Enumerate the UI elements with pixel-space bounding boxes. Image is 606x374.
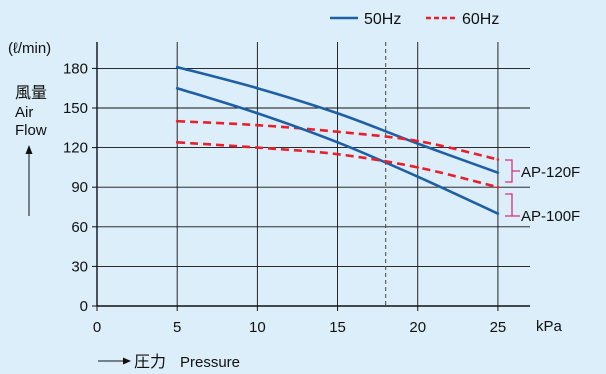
- y-title-flow: Flow: [15, 122, 47, 139]
- legend-50hz-label: 50Hz: [364, 11, 401, 28]
- x-title-en: Pressure: [180, 354, 240, 371]
- point-ap100f-50hz-20: [416, 175, 420, 178]
- point-ap120f-60hz-5: [175, 119, 179, 123]
- point-ap120f-50hz-20: [416, 142, 420, 145]
- point-ap120f-60hz-15: [336, 130, 339, 134]
- point-ap120f-50hz-25: [496, 171, 500, 174]
- x-tick-label-10: 10: [249, 319, 266, 336]
- point-ap100f-60hz-5: [175, 141, 179, 144]
- y-title-air: Air: [15, 104, 33, 121]
- y-tick-label-60: 60: [71, 219, 88, 236]
- y-tick-label-30: 30: [71, 258, 88, 275]
- series-points: [175, 65, 500, 215]
- bracket-ap120f: AP-120F: [505, 159, 580, 183]
- x-title-jp: 圧力: [134, 353, 166, 371]
- point-ap120f-50hz-15: [336, 111, 339, 115]
- x-tick-label-15: 15: [329, 319, 346, 336]
- x-tick-labels: 0 5 10 15 20 25: [93, 319, 506, 336]
- y-tick-label-0: 0: [80, 298, 88, 315]
- x-unit-label: kPa: [536, 318, 563, 335]
- point-ap100f-60hz-25: [496, 185, 500, 189]
- point-ap120f-50hz-5: [175, 65, 179, 69]
- x-tick-label-5: 5: [173, 319, 181, 336]
- y-tick-label-180: 180: [63, 60, 88, 77]
- point-ap100f-50hz-5: [175, 86, 179, 90]
- x-tick-label-20: 20: [409, 319, 426, 336]
- point-ap100f-60hz-20: [416, 166, 420, 169]
- y-tick-label-90: 90: [71, 179, 88, 196]
- y-unit-label: (ℓ/min): [8, 40, 51, 57]
- series-label-ap120f: AP-120F: [521, 164, 580, 181]
- x-tick-label-25: 25: [490, 319, 507, 336]
- grid: [97, 42, 530, 306]
- point-ap120f-60hz-25: [496, 158, 500, 161]
- x-arrow: [98, 357, 131, 365]
- point-ap100f-60hz-10: [256, 146, 259, 149]
- point-ap120f-50hz-10: [256, 86, 259, 90]
- y-arrow: [25, 145, 33, 216]
- point-ap120f-60hz-20: [416, 139, 420, 143]
- y-tick-labels: 0 30 60 90 120 150 180: [63, 60, 88, 315]
- point-ap120f-60hz-10: [256, 123, 259, 127]
- y-tick-label-120: 120: [63, 140, 88, 157]
- point-ap100f-50hz-10: [256, 111, 259, 115]
- point-ap100f-50hz-25: [496, 212, 500, 215]
- legend-60hz-label: 60Hz: [462, 11, 499, 28]
- y-tick-label-150: 150: [63, 100, 88, 117]
- legend: 50Hz 60Hz: [330, 11, 499, 28]
- axes: [92, 42, 530, 311]
- point-ap100f-50hz-15: [336, 141, 339, 144]
- bracket-ap100f: AP-100F: [505, 193, 580, 225]
- point-ap100f-60hz-15: [336, 152, 339, 156]
- y-title-jp: 風量: [15, 85, 47, 102]
- x-tick-label-0: 0: [93, 319, 101, 336]
- series-label-ap100f: AP-100F: [521, 208, 580, 225]
